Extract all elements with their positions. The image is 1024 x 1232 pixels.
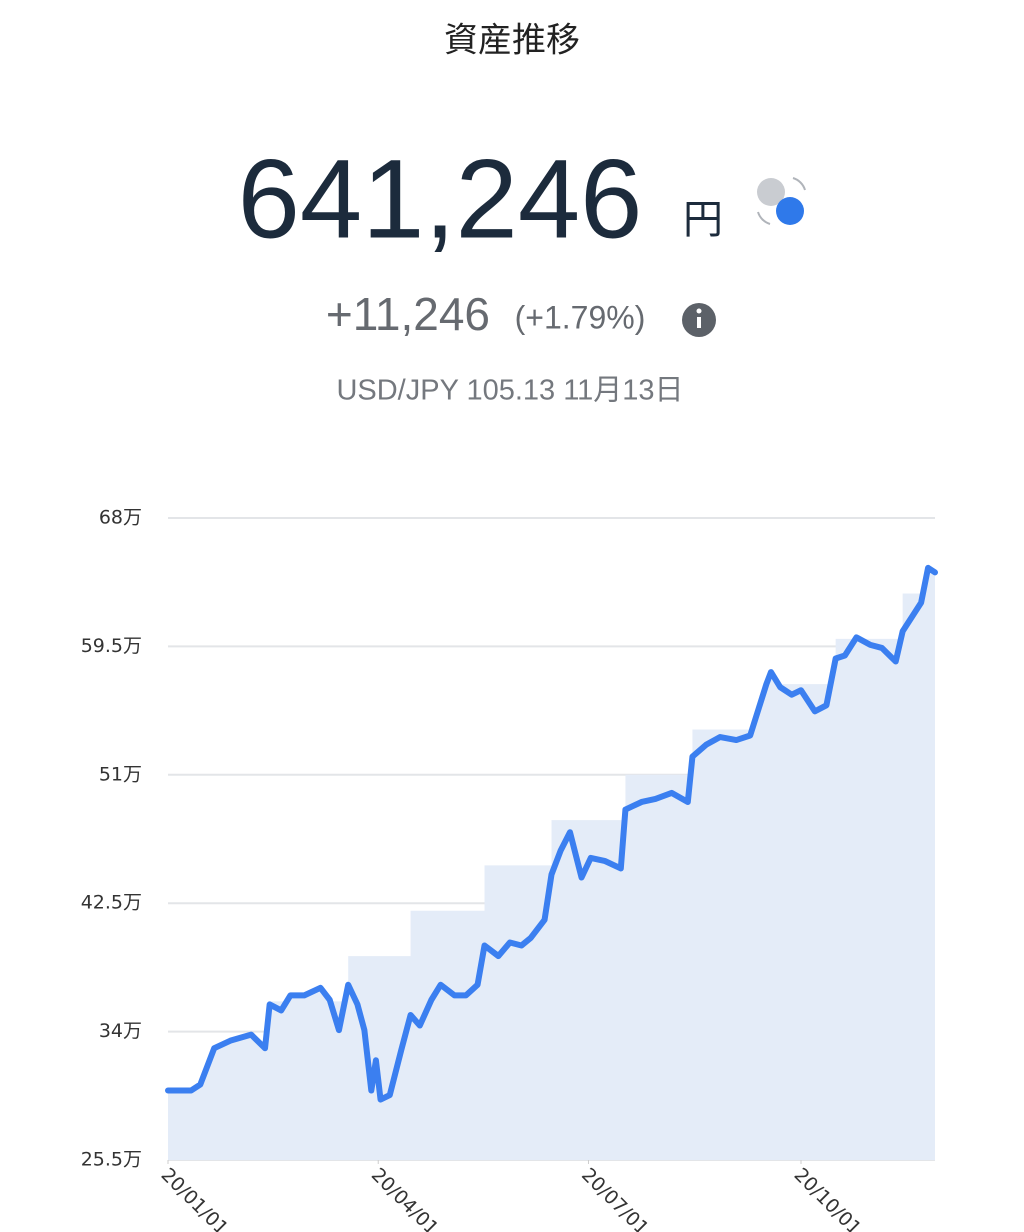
currency-toggle[interactable] (757, 177, 806, 225)
dollar-icon (757, 178, 785, 206)
chart: 25.5万 34万 42.5万 51万 59.5万 68万 20/01/01 20/04/01… (81, 507, 938, 1232)
info-button[interactable] (682, 303, 716, 337)
exchange-rate: USD/JPY 105.13 11月13日 (336, 375, 683, 407)
x-tick-label: 20/04/01 (367, 1164, 443, 1232)
x-tick-label: 20/01/01 (157, 1164, 233, 1232)
y-tick-label: 59.5万 (81, 635, 142, 657)
line-area (168, 567, 935, 1160)
y-tick-label: 68万 (99, 507, 142, 529)
currency-unit: 円 (683, 197, 723, 243)
info-glyph (697, 317, 701, 328)
x-tick-label: 20/07/01 (577, 1164, 653, 1232)
swap-arrows (757, 177, 806, 225)
line (165, 564, 938, 1103)
change-percent: (+1.79%) (515, 299, 646, 335)
y-tick-label: 51万 (99, 763, 142, 785)
y-tick-label: 25.5万 (81, 1149, 142, 1171)
yen-icon (776, 197, 804, 225)
total-amount: 641,246 (238, 137, 643, 262)
y-tick-label: 34万 (99, 1020, 142, 1042)
page-title: 資産推移 (444, 21, 580, 61)
change-amount: +11,246 (326, 288, 490, 340)
y-tick-label: 42.5万 (81, 892, 142, 914)
x-tick-label: 20/10/01 (790, 1164, 866, 1232)
info-glyph (696, 308, 702, 314)
